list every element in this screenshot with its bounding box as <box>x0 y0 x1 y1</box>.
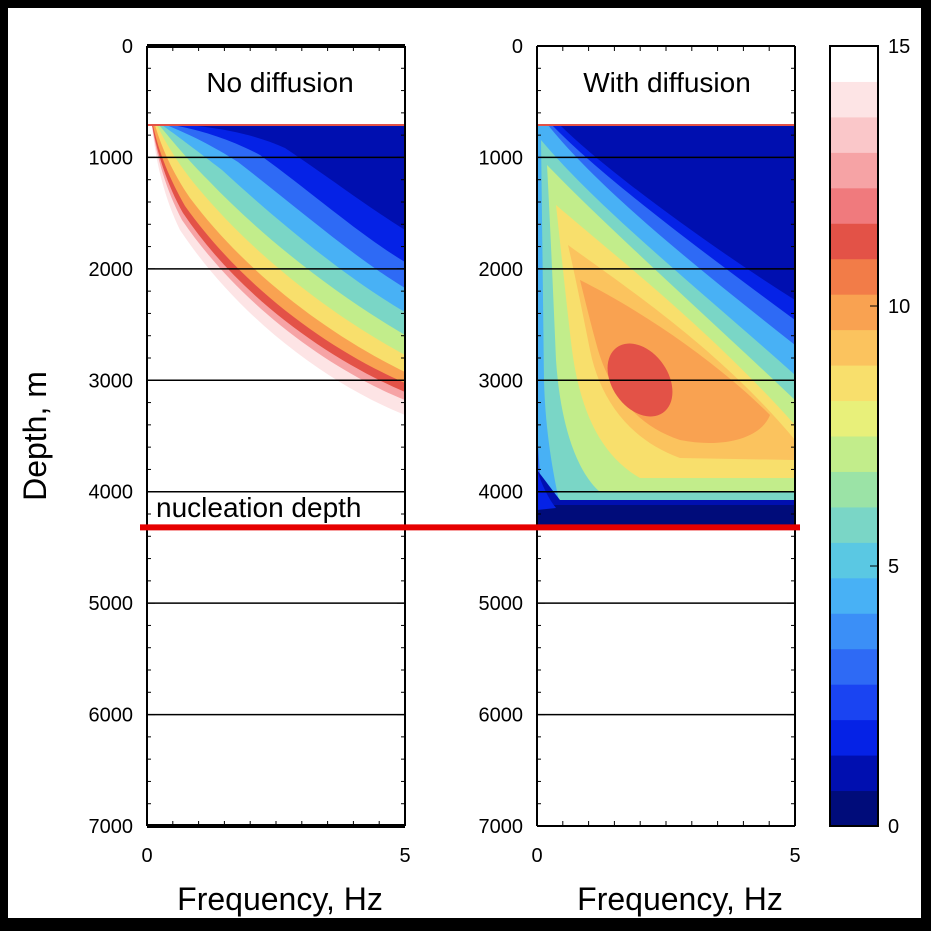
colorbar-swatch <box>830 400 878 437</box>
left-heatmap <box>152 125 405 415</box>
colorbar-swatch <box>830 684 878 721</box>
right-panel-title: With diffusion <box>583 67 751 98</box>
colorbar-swatch <box>830 755 878 792</box>
y-tick-label: 3000 <box>479 370 524 392</box>
colorbar-tick-labels: 0 5 10 15 <box>870 36 910 838</box>
colorbar-swatch <box>830 329 878 366</box>
x-tick-label: 5 <box>789 845 800 867</box>
y-tick-label: 7000 <box>89 816 134 838</box>
x-tick-label: 0 <box>531 845 542 867</box>
y-tick-label: 6000 <box>479 705 524 727</box>
right-minor-ticks <box>536 45 796 827</box>
colorbar-swatch <box>830 613 878 650</box>
y-tick-label: 5000 <box>89 593 134 615</box>
colorbar-swatch <box>830 471 878 508</box>
colorbar-swatch <box>830 719 878 756</box>
colorbar-swatch <box>830 542 878 579</box>
colorbar-swatch <box>830 187 878 224</box>
y-tick-label: 3000 <box>89 370 134 392</box>
y-tick-label: 2000 <box>89 259 134 281</box>
y-tick-label: 7000 <box>479 816 524 838</box>
nucleation-depth-label: nucleation depth <box>156 492 362 523</box>
y-axis-label: Depth, m <box>17 371 53 501</box>
left-x-axis-label: Frequency, Hz <box>177 881 383 917</box>
y-tick-label: 5000 <box>479 593 524 615</box>
colorbar: 0 5 10 15 <box>829 36 910 838</box>
colorbar-swatch <box>830 790 878 827</box>
right-gridlines <box>537 156 795 716</box>
y-tick-label: 1000 <box>89 147 134 169</box>
left-minor-ticks <box>146 45 406 827</box>
colorbar-swatch <box>830 436 878 472</box>
colorbar-tick-label: 10 <box>888 296 910 318</box>
left-panel-title: No diffusion <box>206 67 353 98</box>
colorbar-swatch <box>830 294 878 331</box>
y-tick-label: 0 <box>122 36 133 58</box>
x-tick-label: 0 <box>141 845 152 867</box>
left-y-tick-labels: 0 1000 2000 3000 4000 5000 6000 7000 <box>89 36 134 838</box>
y-tick-label: 6000 <box>89 705 134 727</box>
colorbar-swatch <box>830 46 878 82</box>
y-tick-label: 1000 <box>479 147 524 169</box>
colorbar-swatch <box>830 258 878 295</box>
colorbar-frame <box>829 45 879 827</box>
y-tick-label: 4000 <box>479 482 524 504</box>
colorbar-swatches <box>830 46 878 827</box>
colorbar-swatch <box>830 577 878 614</box>
left-gridlines <box>147 156 405 716</box>
colorbar-swatch <box>830 506 878 543</box>
y-tick-label: 0 <box>512 36 523 58</box>
y-tick-label: 2000 <box>479 259 524 281</box>
colorbar-swatch <box>830 648 878 685</box>
colorbar-swatch <box>830 365 878 402</box>
colorbar-tick-label: 0 <box>888 816 899 838</box>
right-y-tick-labels: 0 1000 2000 3000 4000 5000 6000 7000 <box>479 36 524 838</box>
colorbar-tick-label: 15 <box>888 36 910 58</box>
colorbar-swatch <box>830 116 878 153</box>
x-tick-label: 5 <box>399 845 410 867</box>
colorbar-swatch <box>830 223 878 260</box>
colorbar-swatch <box>830 152 878 189</box>
y-tick-label: 4000 <box>89 482 134 504</box>
colorbar-tick-label: 5 <box>888 556 899 578</box>
right-x-axis-label: Frequency, Hz <box>577 881 783 917</box>
colorbar-swatch <box>830 81 878 118</box>
right-heatmap <box>537 125 795 528</box>
